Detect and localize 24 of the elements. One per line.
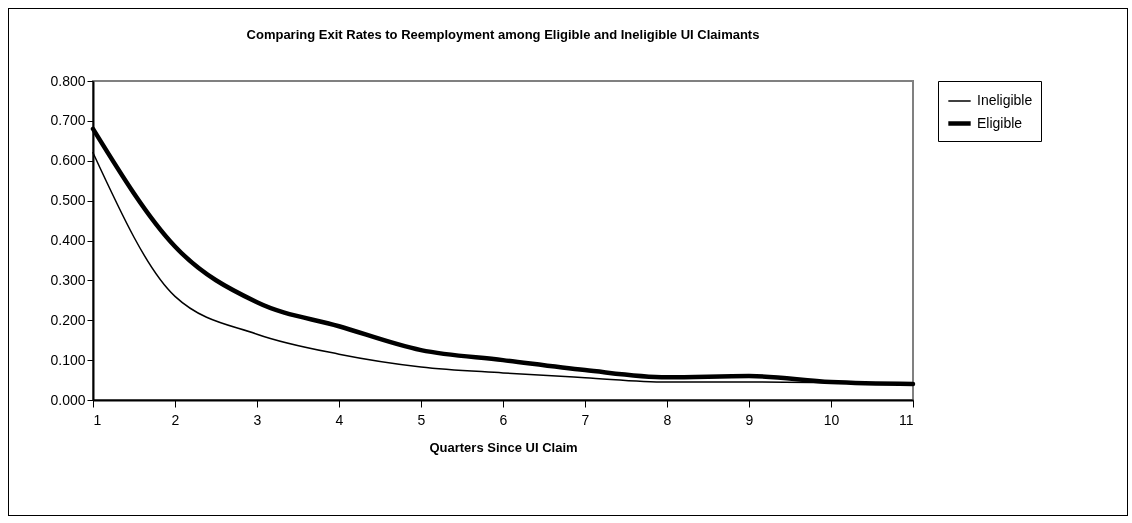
x-tick-label: 10 bbox=[823, 411, 840, 428]
x-tick-label: 1 bbox=[93, 411, 102, 428]
legend-label: Eligible bbox=[977, 114, 1023, 131]
x-tick-label: 8 bbox=[663, 411, 672, 428]
chart-title: Comparing Exit Rates to Reemployment among Eligible and Ineligible UI Claimants bbox=[246, 27, 760, 42]
x-tick-label: 3 bbox=[253, 411, 262, 428]
x-tick-label: 5 bbox=[417, 411, 426, 428]
y-tick-label: 0.100 bbox=[50, 351, 86, 368]
y-tick-label: 0.200 bbox=[50, 311, 86, 328]
x-axis-title: Quarters Since UI Claim bbox=[429, 439, 578, 455]
y-tick-label: 0.000 bbox=[50, 391, 86, 408]
x-tick-label: 9 bbox=[745, 411, 754, 428]
legend-label: Ineligible bbox=[977, 92, 1033, 108]
y-tick-label: 0.500 bbox=[50, 192, 86, 209]
y-tick-label: 0.400 bbox=[50, 232, 86, 248]
y-tick-label: 0.700 bbox=[50, 112, 86, 129]
x-tick-label: 11 bbox=[898, 411, 914, 428]
y-tick-label: 0.600 bbox=[50, 152, 86, 169]
x-tick-label: 2 bbox=[171, 411, 180, 428]
y-tick-label: 0.300 bbox=[50, 271, 86, 288]
x-tick-label: 7 bbox=[581, 411, 590, 428]
x-tick-label: 6 bbox=[499, 411, 508, 428]
y-tick-label: 0.800 bbox=[50, 72, 86, 89]
x-tick-label: 4 bbox=[335, 411, 344, 428]
